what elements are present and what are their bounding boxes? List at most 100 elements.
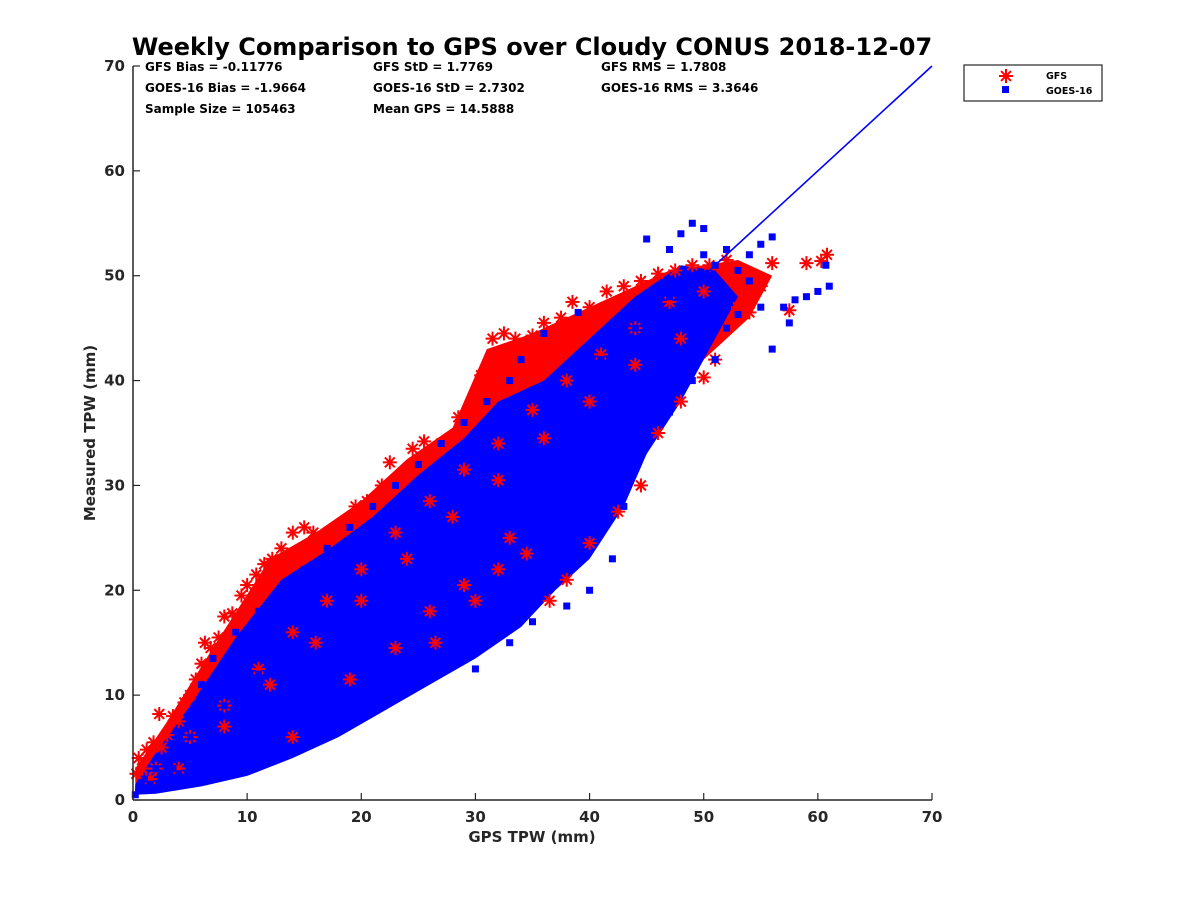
- gfs-point: [249, 567, 264, 582]
- goes16-point: [380, 670, 388, 678]
- goes16-point: [449, 581, 457, 589]
- gfs-point: [177, 695, 192, 710]
- goes16-point: [506, 597, 514, 605]
- gfs-point: [582, 394, 597, 409]
- gfs-point: [203, 640, 218, 655]
- goes16-point: [346, 586, 354, 594]
- goes16-point: [209, 712, 217, 720]
- goes16-point: [643, 424, 651, 432]
- gfs-point: [668, 263, 683, 278]
- x-axis-ticks: 0 10 20 30 40 50 60 70: [128, 793, 942, 826]
- goes16-point: [700, 225, 708, 233]
- goes16-point: [780, 303, 788, 311]
- gfs-point: [542, 593, 557, 608]
- goes16-point: [169, 765, 177, 773]
- goes16-point: [414, 649, 422, 657]
- goes16-point: [243, 723, 251, 731]
- y-tick-label: 40: [104, 372, 125, 390]
- goes16-point: [197, 681, 205, 689]
- gfs-point: [405, 441, 420, 456]
- goes16-point: [700, 251, 708, 259]
- legend-goes16-square-icon: [1002, 86, 1009, 93]
- goes16-point: [757, 240, 765, 248]
- gfs-point: [799, 256, 814, 271]
- goes16-point: [677, 377, 685, 385]
- gfs-point: [342, 672, 357, 687]
- gfs-point: [696, 370, 711, 385]
- goes16-point: [608, 324, 616, 332]
- goes16-point: [289, 639, 297, 647]
- legend: GFS GOES-16: [963, 64, 1103, 102]
- y-tick-label: 50: [104, 267, 125, 285]
- gfs-point: [394, 467, 409, 482]
- gfs-point: [633, 273, 648, 288]
- stat-gfs-bias: GFS Bias = -0.11776: [145, 60, 282, 74]
- goes16-point: [665, 314, 673, 322]
- goes16-point: [745, 277, 753, 285]
- goes16-point: [723, 324, 731, 332]
- goes16-point: [574, 377, 582, 385]
- goes16-point: [186, 733, 194, 741]
- goes16-point: [665, 246, 673, 253]
- goes16-point: [255, 607, 263, 615]
- one-to-one-line: [703, 65, 933, 277]
- goes16-point: [266, 707, 274, 715]
- goes16-point: [631, 450, 639, 458]
- goes16-point: [745, 251, 753, 259]
- goes16-point: [785, 319, 793, 327]
- goes16-point: [563, 602, 571, 610]
- goes16-point: [700, 335, 708, 343]
- gfs-point: [819, 247, 834, 262]
- x-tick-label: 50: [693, 808, 714, 826]
- goes16-point: [277, 586, 285, 594]
- legend-label-goes16: GOES-16: [1046, 86, 1093, 97]
- gfs-point: [491, 562, 506, 577]
- goes16-point: [152, 765, 160, 773]
- gfs-point: [742, 305, 757, 320]
- goes16-point: [631, 335, 639, 343]
- gfs-point: [508, 331, 523, 346]
- goes16-point: [620, 460, 628, 468]
- goes16-point: [506, 377, 514, 385]
- goes16-point: [540, 408, 548, 416]
- goes16-point: [757, 303, 765, 311]
- goes16-point: [688, 219, 696, 227]
- y-tick-label: 20: [104, 581, 125, 599]
- y-tick-label: 30: [104, 476, 125, 494]
- goes16-point: [289, 691, 297, 699]
- legend-asterisk: [999, 69, 1013, 83]
- goes16-point: [203, 733, 211, 741]
- stat-gfs-rms: GFS RMS = 1.7808: [601, 60, 726, 74]
- gfs-point: [154, 740, 169, 755]
- goes16-point: [312, 675, 320, 683]
- gfs-point: [485, 331, 500, 346]
- goes16-point: [426, 513, 434, 521]
- gfs-point: [599, 284, 614, 299]
- gfs-point: [388, 525, 403, 540]
- gfs-point: [354, 562, 369, 577]
- gfs-point: [519, 546, 534, 561]
- goes16-point: [460, 481, 468, 489]
- goes16-point: [529, 618, 536, 626]
- gfs-point: [171, 714, 186, 729]
- gfs-point: [285, 625, 300, 640]
- goes16-point: [483, 607, 491, 615]
- gfs-point: [399, 551, 414, 566]
- gfs-point: [234, 588, 249, 603]
- x-tick-label: 60: [807, 808, 828, 826]
- goes16-point: [654, 303, 662, 311]
- legend-label-gfs: GFS: [1046, 71, 1067, 82]
- gfs-point: [285, 525, 300, 540]
- gfs-point: [354, 593, 369, 608]
- gfs-point: [382, 455, 397, 470]
- legend-gfs-asterisk-icon: [999, 69, 1013, 83]
- gfs-point: [559, 572, 574, 587]
- goes16-point: [300, 565, 308, 573]
- goes16-point: [460, 419, 468, 427]
- gfs-point: [422, 494, 437, 509]
- goes16-point: [631, 419, 639, 427]
- gfs-point: [651, 426, 666, 440]
- gfs-point: [265, 551, 280, 566]
- goes16-point: [529, 576, 536, 584]
